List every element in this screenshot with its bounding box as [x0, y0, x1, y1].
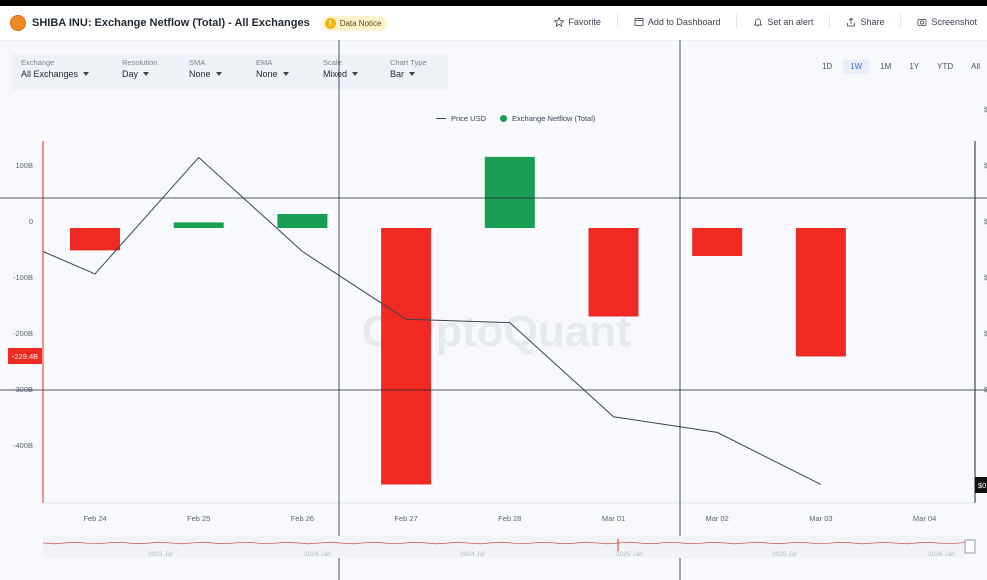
chart-legend: Price USD Exchange Netflow (Total)	[436, 114, 595, 123]
x-tick-label: Feb 27	[394, 514, 417, 523]
navigator-tick-label: 2025 Jan	[616, 551, 643, 558]
range-ytd[interactable]: YTD	[937, 62, 954, 71]
chart-controls: Exchange All Exchanges Resolution Day SM…	[12, 54, 448, 90]
chevron-down-icon	[215, 72, 222, 76]
y-tick-label: 0	[29, 217, 33, 226]
chart-canvas[interactable]: CryptoQuant100B$0$-100B$-200B$-300B$-400…	[0, 6, 987, 580]
data-notice-label: Data Notice	[339, 18, 382, 28]
navigator-track	[43, 536, 965, 558]
range-1m[interactable]: 1M	[880, 62, 892, 71]
range-selector: 1D 1W 1M 1Y YTD All	[815, 59, 987, 74]
resolution-select[interactable]: Resolution Day	[122, 58, 158, 79]
bell-icon	[753, 18, 763, 27]
x-tick-label: Feb 28	[498, 514, 521, 523]
divider	[736, 14, 738, 28]
navigator-tick-label: 2025 Jul	[772, 551, 797, 558]
navigator-tick-label: 2024 Jul	[460, 551, 485, 558]
x-tick-label: Mar 04	[913, 514, 936, 523]
navigator-tick-label: 2023 Jul	[148, 551, 173, 558]
chevron-down-icon	[352, 72, 359, 76]
sma-select[interactable]: SMA None	[180, 54, 247, 90]
x-tick-label: Feb 25	[187, 514, 210, 523]
screenshot-button[interactable]: Screenshot	[917, 16, 977, 28]
data-notice-badge[interactable]: ! Data Notice	[321, 15, 388, 31]
x-tick-label: Feb 26	[291, 514, 314, 523]
right-tick-label: $	[984, 161, 987, 170]
navigator-series	[42, 541, 966, 545]
share-icon	[847, 17, 856, 27]
share-button[interactable]: Share	[846, 16, 884, 28]
x-tick-label: Mar 01	[602, 514, 625, 523]
netflow-bar	[588, 228, 639, 317]
dot-swatch	[500, 115, 508, 122]
netflow-bar	[795, 228, 846, 357]
header-bar: SHIBA INU: Exchange Netflow (Total) - Al…	[0, 6, 987, 41]
divider	[900, 14, 902, 28]
shiba-coin-icon	[10, 15, 26, 31]
y-tick-label: -100B	[13, 273, 33, 282]
add-to-dashboard-button[interactable]: Add to Dashboard	[634, 16, 720, 28]
scale-select[interactable]: Scale Mixed	[314, 54, 381, 90]
x-tick-label: Mar 02	[706, 514, 729, 523]
price-line	[42, 156, 822, 485]
range-1w[interactable]: 1W	[843, 59, 870, 74]
right-axis-tag	[975, 477, 987, 493]
warning-icon: !	[324, 17, 336, 29]
right-tick-label: $	[984, 217, 987, 226]
y-tick-label: 100B	[15, 161, 33, 170]
legend-price[interactable]: Price USD	[436, 114, 486, 123]
navigator-tick-label: 2024 Jan	[304, 551, 331, 558]
page: SHIBA INU: Exchange Netflow (Total) - Al…	[0, 6, 987, 580]
navigator-tick-label: 2026 Jan	[928, 551, 955, 558]
netflow-bar	[173, 222, 224, 228]
chevron-down-icon	[143, 72, 150, 76]
header-actions: Favorite Add to Dashboard Set an alert S…	[554, 14, 977, 28]
right-tick-label: $	[984, 385, 987, 394]
chevron-down-icon	[83, 72, 90, 76]
legend-netflow[interactable]: Exchange Netflow (Total)	[500, 114, 595, 123]
netflow-bar	[484, 156, 535, 228]
y-tick-label: -200B	[13, 329, 33, 338]
divider	[616, 14, 618, 28]
set-alert-button[interactable]: Set an alert	[753, 16, 813, 28]
camera-icon	[918, 19, 927, 26]
x-tick-label: Feb 24	[83, 514, 106, 523]
star-icon	[554, 17, 565, 27]
x-tick-label: Mar 03	[809, 514, 832, 523]
ema-select[interactable]: EMA None	[247, 54, 314, 90]
right-axis-tag-label: $0	[978, 481, 986, 490]
range-1y[interactable]: 1Y	[909, 62, 920, 71]
chart-type-select[interactable]: Chart Type Bar	[390, 58, 427, 79]
line-swatch	[436, 118, 446, 119]
range-1d[interactable]: 1D	[821, 62, 833, 71]
netflow-bar	[277, 214, 328, 228]
crosshair-value-label: -229.4B	[12, 352, 38, 361]
netflow-bar	[70, 228, 120, 251]
dashboard-icon	[634, 18, 644, 26]
chevron-down-icon	[282, 72, 289, 76]
netflow-bar	[692, 228, 743, 256]
netflow-bar	[381, 228, 432, 485]
right-tick-label: $	[984, 105, 987, 114]
navigator-handle[interactable]	[964, 539, 976, 554]
page-title: SHIBA INU: Exchange Netflow (Total) - Al…	[32, 17, 310, 29]
exchange-select[interactable]: Exchange All Exchanges	[12, 54, 113, 90]
y-tick-label: -400B	[13, 441, 33, 450]
y-tick-label: -300B	[13, 385, 33, 394]
chevron-down-icon	[409, 72, 416, 76]
right-tick-label: $	[984, 329, 987, 338]
crosshair-value-tag	[8, 348, 42, 364]
range-all[interactable]: All	[971, 62, 980, 71]
favorite-button[interactable]: Favorite	[554, 16, 601, 28]
right-tick-label: $	[984, 273, 987, 282]
divider	[829, 14, 831, 28]
